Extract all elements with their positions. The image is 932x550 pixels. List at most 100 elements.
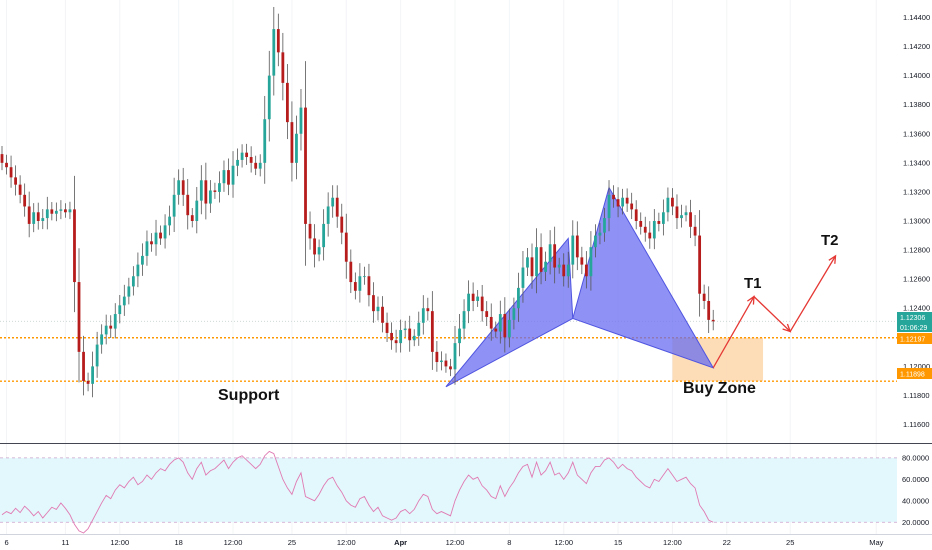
candle-down — [494, 328, 498, 332]
price-tick-label: 1.13000 — [903, 217, 930, 226]
last-price-badge: 1.12306 01:06:29 — [897, 312, 932, 332]
candle-down — [73, 209, 76, 283]
candle-up — [557, 264, 561, 268]
rsi-band — [0, 457, 897, 523]
candle-up — [548, 244, 552, 262]
price-tick-label: 1.11600 — [903, 420, 930, 429]
candle-up — [208, 190, 212, 204]
candle-up — [131, 276, 135, 287]
price-tick-label: 1.13400 — [903, 158, 930, 167]
candle-down — [367, 276, 371, 296]
time-tick-label: 11 — [62, 538, 70, 547]
price-tick-label: 1.12800 — [903, 246, 930, 255]
candle-up — [236, 159, 239, 166]
candle-up — [403, 328, 407, 331]
candle-up — [95, 344, 99, 367]
time-tick-label: 12:00 — [663, 538, 682, 547]
candle-up — [68, 209, 72, 213]
upper-level-badge: 1.12197 — [897, 333, 932, 344]
candle-up — [54, 210, 58, 214]
price-tick-label: 1.12600 — [903, 275, 930, 284]
candle-up — [621, 197, 625, 207]
candle-down — [18, 184, 22, 195]
candle-down — [671, 197, 674, 207]
support-levels — [0, 320, 897, 382]
svg-text:1.12306: 1.12306 — [900, 315, 925, 322]
candle-up — [154, 232, 158, 245]
candle-down — [625, 197, 629, 204]
candle-down — [14, 177, 17, 185]
svg-text:01:06:29: 01:06:29 — [900, 325, 927, 332]
candle-up — [521, 267, 525, 288]
rsi-tick-label: 60.0000 — [902, 475, 929, 484]
price-tick-label: 1.13800 — [903, 100, 930, 109]
candle-down — [150, 241, 153, 245]
candle-up — [363, 276, 366, 278]
grid — [6, 0, 877, 534]
price-tick-label: 1.14400 — [903, 13, 930, 22]
time-tick-label: 22 — [723, 538, 731, 547]
candle-down — [675, 206, 679, 219]
candle-down — [213, 190, 217, 192]
candle-down — [82, 351, 85, 381]
time-tick-label: 25 — [288, 538, 296, 547]
candle-up — [177, 180, 181, 195]
projection-path — [712, 255, 837, 369]
time-tick-label: 6 — [4, 538, 8, 547]
time-tick-label: 8 — [507, 538, 511, 547]
candle-up — [607, 194, 611, 219]
candle-down — [5, 162, 8, 168]
candle-down — [372, 295, 375, 312]
candle-up — [222, 170, 226, 184]
candle-down — [86, 380, 90, 384]
candle-up — [41, 218, 45, 221]
candle-down — [444, 360, 448, 367]
price-axis: 1.14400 1.14200 1.14000 1.13800 1.13600 1.134… — [903, 13, 930, 429]
candle-up — [267, 75, 271, 120]
candle-down — [489, 316, 493, 329]
candle-down — [689, 212, 692, 227]
time-tick-label: Apr — [394, 538, 407, 547]
candle-down — [426, 308, 430, 312]
candle-up — [566, 264, 570, 277]
candle-up — [59, 209, 63, 211]
candle-up — [100, 334, 104, 345]
candle-up — [263, 119, 267, 163]
arrow-head-t2 — [828, 254, 837, 264]
candle-down — [702, 293, 706, 301]
candle-down — [430, 311, 434, 352]
candle-up — [295, 133, 298, 163]
candle-up — [421, 308, 425, 323]
candle-up — [517, 287, 520, 309]
projection-arrows — [712, 254, 837, 369]
time-tick-label: 12:00 — [554, 538, 573, 547]
candle-up — [594, 235, 597, 248]
candle-down — [390, 332, 393, 341]
candle-up — [299, 107, 303, 134]
candle-down — [693, 226, 697, 236]
candle-up — [652, 221, 656, 239]
candle-down — [0, 154, 4, 163]
candle-up — [240, 152, 244, 160]
price-tick-label: 1.14200 — [903, 42, 930, 51]
candle-up — [571, 235, 575, 265]
candle-up — [684, 212, 688, 216]
rsi-tick-label: 80.0000 — [902, 453, 929, 462]
candle-up — [661, 212, 665, 224]
candle-down — [335, 197, 339, 217]
candle-down — [553, 244, 557, 268]
candle-down — [394, 340, 398, 344]
candle-up — [195, 200, 199, 221]
price-tick-label: 1.14000 — [903, 71, 930, 80]
price-tick-label: 1.12400 — [903, 304, 930, 313]
candlestick-series — [0, 6, 715, 398]
candle-down — [657, 221, 661, 224]
candle-up — [358, 276, 362, 291]
candle-down — [245, 152, 249, 158]
candle-up — [680, 215, 683, 219]
candle-up — [331, 197, 335, 207]
candle-up — [231, 165, 235, 185]
candle-up — [498, 314, 502, 332]
candle-up — [104, 325, 108, 335]
